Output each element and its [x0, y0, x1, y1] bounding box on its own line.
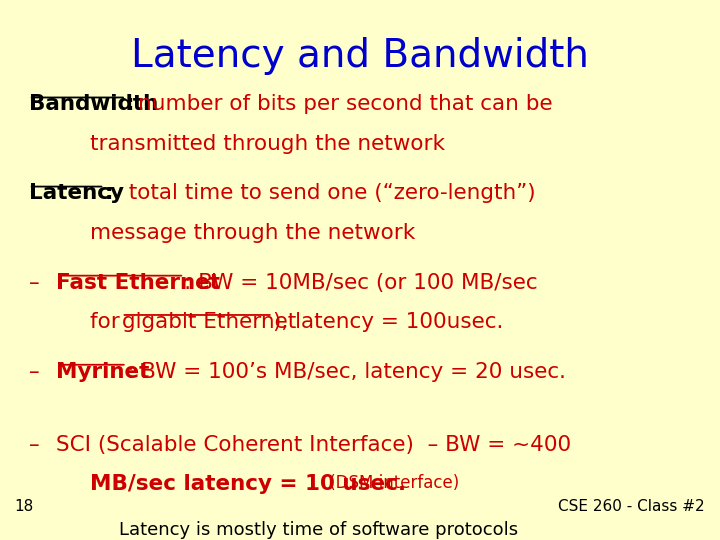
Text: :: : [126, 94, 135, 114]
Text: CSE 260 - Class #2: CSE 260 - Class #2 [558, 498, 705, 514]
Text: (DSM interface): (DSM interface) [324, 474, 459, 492]
Text: gigabit Ethernet: gigabit Ethernet [122, 312, 296, 332]
Text: Bandwidth: Bandwidth [29, 94, 158, 114]
Text: transmitted through the network: transmitted through the network [90, 133, 445, 154]
Text: for: for [90, 312, 127, 332]
Text: Fast Ethernet: Fast Ethernet [56, 273, 220, 293]
Text: Latency: Latency [29, 184, 124, 204]
Text: –: – [29, 362, 40, 382]
Text: 18: 18 [14, 498, 34, 514]
Text: SCI (Scalable Coherent Interface)  – BW = ~400: SCI (Scalable Coherent Interface) – BW =… [56, 435, 571, 455]
Text: –: – [29, 435, 40, 455]
Text: message through the network: message through the network [90, 222, 415, 243]
Text: Latency is mostly time of software protocols: Latency is mostly time of software proto… [119, 522, 518, 539]
Text: total time to send one (“zero-length”): total time to send one (“zero-length”) [115, 184, 536, 204]
Text: number of bits per second that can be: number of bits per second that can be [138, 94, 553, 114]
Text: Latency and Bandwidth: Latency and Bandwidth [131, 37, 589, 75]
Text: :: : [104, 184, 113, 204]
Text: ), latency = 100usec.: ), latency = 100usec. [273, 312, 503, 332]
Text: Myrinet: Myrinet [56, 362, 150, 382]
Text: : BW = 100’s MB/sec, latency = 20 usec.: : BW = 100’s MB/sec, latency = 20 usec. [127, 362, 566, 382]
Text: : BW = 10MB/sec (or 100 MB/sec: : BW = 10MB/sec (or 100 MB/sec [184, 273, 538, 293]
Text: MB/sec latency = 10 usec.: MB/sec latency = 10 usec. [90, 474, 406, 494]
Text: –: – [29, 273, 40, 293]
